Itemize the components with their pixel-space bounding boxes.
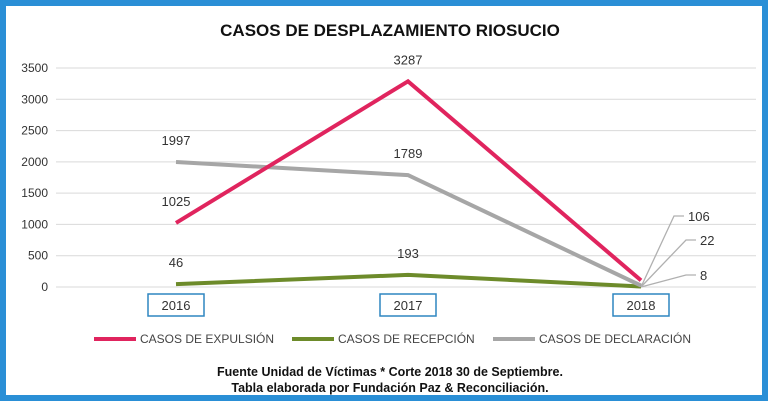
- data-label: 1025: [162, 194, 191, 209]
- data-label: 3287: [394, 52, 423, 67]
- data-label: 8: [700, 268, 707, 283]
- x-tick-label: 2016: [162, 298, 191, 313]
- data-label: 22: [700, 233, 714, 248]
- footer-credit: Tabla elaborada por Fundación Paz & Reco…: [231, 381, 548, 395]
- series-line-1: [175, 272, 642, 289]
- data-label: 193: [397, 246, 419, 261]
- series-line-0: [174, 78, 643, 282]
- data-labels: 1025 3287 46 193 1997 1789 106 22 8: [162, 52, 715, 283]
- leader-line: [640, 274, 696, 288]
- footer-source: Fuente Unidad de Víctimas * Corte 2018 3…: [217, 365, 563, 379]
- x-tick-label: 2018: [627, 298, 656, 313]
- legend-label: CASOS DE EXPULSIÓN: [140, 331, 274, 346]
- category-box: [147, 293, 205, 317]
- data-label: 46: [169, 255, 183, 270]
- chart-title: CASOS DE DESPLAZAMIENTO RIOSUCIO: [220, 21, 560, 40]
- series-line-2: [175, 160, 642, 288]
- data-label: 1997: [162, 133, 191, 148]
- category-box: [612, 293, 670, 317]
- grid-lines: [56, 67, 756, 288]
- x-tick-label: 2017: [394, 298, 423, 313]
- x-axis-categories: 2016 2017 2018: [147, 293, 670, 317]
- legend-label: CASOS DE DECLARACIÓN: [539, 331, 691, 346]
- y-tick-label: 2500: [21, 124, 48, 138]
- y-tick-label: 1500: [21, 186, 48, 200]
- leader-line: [640, 215, 684, 288]
- data-label: 1789: [394, 146, 423, 161]
- data-label: 106: [688, 209, 710, 224]
- y-tick-label: 2000: [21, 155, 48, 169]
- y-tick-label: 3000: [21, 92, 48, 106]
- leader-line: [640, 239, 696, 288]
- y-tick-label: 3500: [21, 61, 48, 75]
- y-tick-label: 500: [28, 249, 48, 263]
- line-chart: CASOS DE DESPLAZAMIENTO RIOSUCIO 0 500 100…: [21, 21, 756, 395]
- legend-label: CASOS DE RECEPCIÓN: [338, 331, 475, 346]
- series-lines: [174, 78, 643, 289]
- legend: CASOS DE EXPULSIÓN CASOS DE RECEPCIÓN CASO…: [94, 331, 691, 346]
- y-tick-label: 0: [41, 280, 48, 294]
- y-axis-ticks: 0 500 1000 1500 2000 2500 3000 3500: [21, 61, 48, 294]
- category-box: [379, 293, 437, 317]
- y-tick-label: 1000: [21, 217, 48, 231]
- label-leader-lines: [640, 215, 696, 288]
